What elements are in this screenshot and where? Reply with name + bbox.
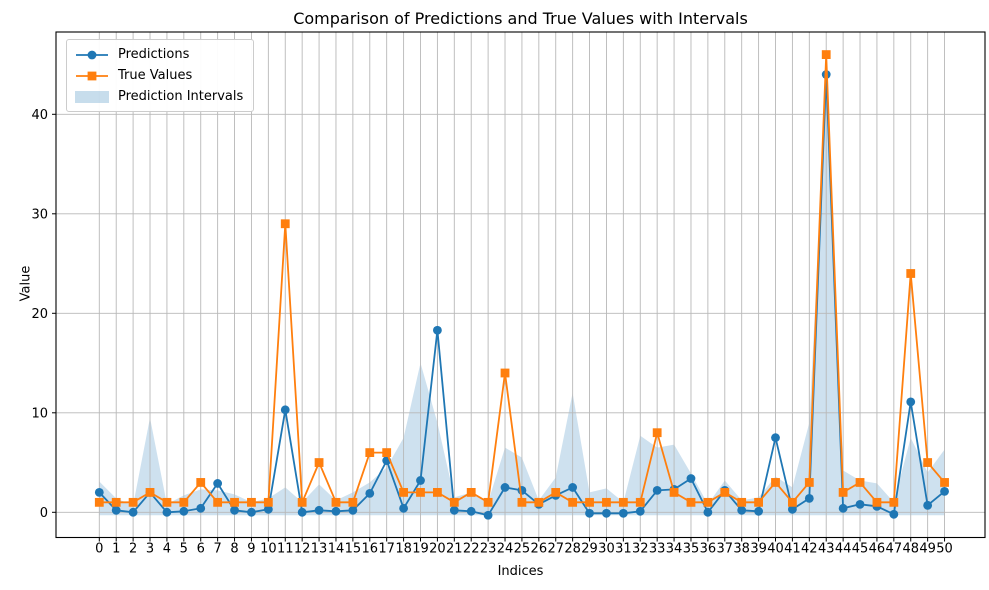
legend-item-prediction-intervals: Prediction Intervals [75, 88, 243, 105]
svg-text:30: 30 [31, 207, 48, 222]
chart-title: Comparison of Predictions and True Value… [293, 9, 748, 28]
svg-text:29: 29 [581, 541, 598, 556]
svg-text:5: 5 [180, 541, 188, 556]
svg-text:20: 20 [429, 541, 446, 556]
spines [55, 31, 986, 539]
svg-text:40: 40 [31, 108, 48, 123]
svg-text:1: 1 [112, 541, 120, 556]
svg-text:48: 48 [902, 541, 919, 556]
svg-text:25: 25 [514, 541, 531, 556]
svg-text:32: 32 [632, 541, 649, 556]
legend-label: True Values [118, 68, 193, 83]
legend: Predictions True Values Prediction Interva… [66, 39, 255, 112]
y-axis-label: Value [18, 265, 34, 302]
svg-text:0: 0 [40, 506, 48, 521]
legend-label: Predictions [118, 47, 190, 62]
patch-swatch-icon [75, 90, 109, 103]
svg-text:30: 30 [598, 541, 615, 556]
svg-text:33: 33 [649, 541, 666, 556]
svg-text:4: 4 [163, 541, 171, 556]
legend-label: Prediction Intervals [118, 89, 244, 104]
svg-text:46: 46 [869, 541, 886, 556]
svg-text:24: 24 [497, 541, 514, 556]
svg-text:49: 49 [919, 541, 936, 556]
svg-text:3: 3 [146, 541, 154, 556]
series-true-values [94, 50, 949, 507]
svg-text:45: 45 [852, 541, 869, 556]
legend-item-true-values: True Values [75, 67, 243, 84]
svg-text:21: 21 [446, 541, 463, 556]
svg-text:22: 22 [463, 541, 480, 556]
legend-item-predictions: Predictions [75, 46, 243, 63]
svg-text:35: 35 [683, 541, 700, 556]
svg-text:18: 18 [395, 541, 412, 556]
svg-text:26: 26 [531, 541, 548, 556]
svg-text:7: 7 [213, 541, 221, 556]
svg-text:38: 38 [733, 541, 750, 556]
x-tick-labels: 0 1 2 3 4 5 6 7 8 9 10 11 12 13 14 15 16 17 18 19 20 21 22 23 24… [95, 541, 953, 556]
svg-text:34: 34 [666, 541, 683, 556]
svg-text:8: 8 [230, 541, 238, 556]
svg-text:9: 9 [247, 541, 255, 556]
svg-text:19: 19 [412, 541, 429, 556]
svg-text:13: 13 [311, 541, 328, 556]
svg-text:0: 0 [95, 541, 103, 556]
svg-text:10: 10 [260, 541, 277, 556]
gridlines [56, 32, 985, 538]
svg-text:2: 2 [129, 541, 137, 556]
svg-text:42: 42 [801, 541, 818, 556]
svg-text:20: 20 [31, 307, 48, 322]
svg-text:17: 17 [378, 541, 395, 556]
svg-text:50: 50 [936, 541, 953, 556]
svg-text:28: 28 [564, 541, 581, 556]
svg-text:39: 39 [750, 541, 767, 556]
line-square-swatch-icon [76, 71, 108, 80]
svg-text:37: 37 [717, 541, 734, 556]
svg-text:12: 12 [294, 541, 311, 556]
svg-text:36: 36 [700, 541, 717, 556]
line-circle-swatch-icon [76, 50, 108, 59]
svg-text:23: 23 [480, 541, 497, 556]
svg-text:27: 27 [547, 541, 564, 556]
svg-text:40: 40 [767, 541, 784, 556]
svg-text:31: 31 [615, 541, 632, 556]
svg-text:44: 44 [835, 541, 852, 556]
svg-text:11: 11 [277, 541, 294, 556]
x-axis-label: Indices [497, 564, 544, 579]
tick-marks [52, 113, 946, 542]
svg-text:41: 41 [784, 541, 801, 556]
svg-text:16: 16 [362, 541, 379, 556]
svg-text:47: 47 [886, 541, 903, 556]
svg-text:10: 10 [31, 406, 48, 421]
svg-text:43: 43 [818, 541, 835, 556]
svg-text:6: 6 [197, 541, 205, 556]
svg-text:14: 14 [328, 541, 345, 556]
y-tick-labels: 0 10 20 30 40 [31, 108, 48, 521]
svg-text:15: 15 [345, 541, 362, 556]
